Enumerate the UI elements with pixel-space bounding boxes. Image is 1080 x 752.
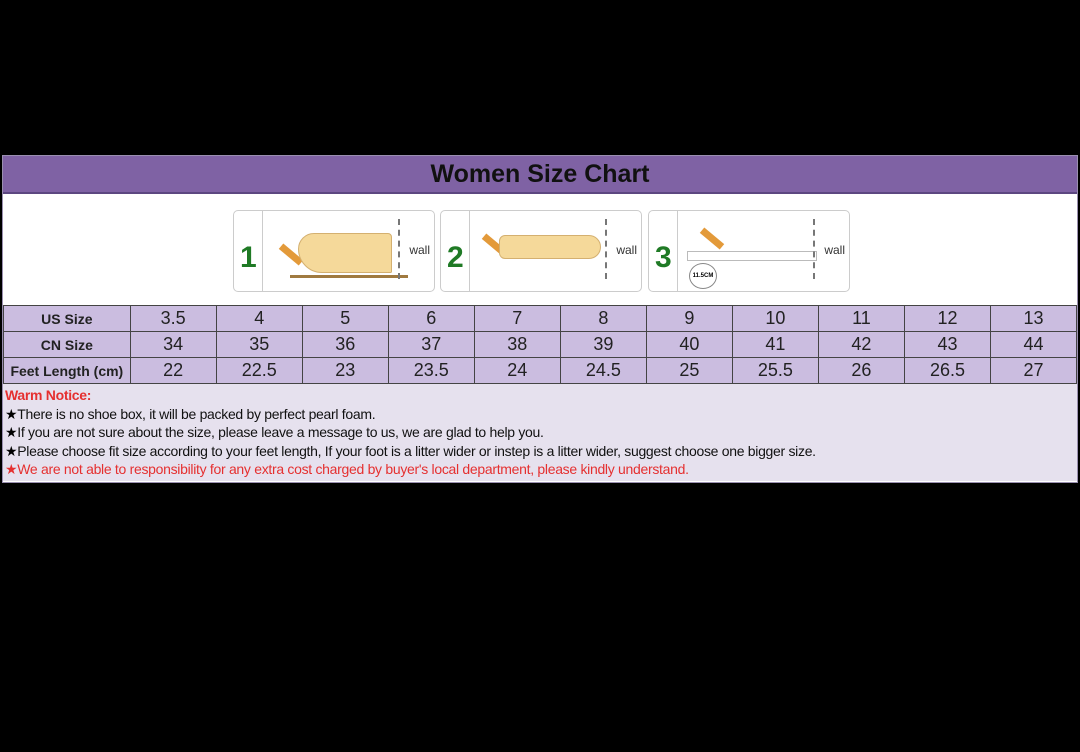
- size-cell: 25.5: [731, 357, 819, 384]
- wall-label: wall: [409, 243, 430, 257]
- step-1-illustration: 1 wall: [233, 210, 435, 292]
- size-cell: 11: [817, 305, 905, 332]
- size-cell: 39: [559, 331, 647, 358]
- notice-item: ★Please choose fit size according to you…: [5, 442, 1075, 461]
- warm-notice: Warm Notice: ★There is no shoe box, it w…: [3, 384, 1077, 481]
- size-cell: 9: [645, 305, 733, 332]
- size-cell: 24: [473, 357, 561, 384]
- notice-text: There is no shoe box, it will be packed …: [17, 405, 376, 422]
- size-cell: 7: [473, 305, 561, 332]
- size-chart: Women Size Chart 1 wall 2 wall 3 11.5CM …: [2, 155, 1078, 483]
- size-cell: 27: [990, 357, 1077, 384]
- star-icon: ★: [5, 461, 18, 477]
- size-cell: 24.5: [559, 357, 647, 384]
- size-cell: 34: [129, 331, 217, 358]
- star-icon: ★: [5, 424, 18, 440]
- table-row: Feet Length (cm) 22 22.5 23 23.5 24 24.5 25 25.5…: [3, 357, 1077, 384]
- size-cell: 6: [387, 305, 475, 332]
- size-cell: 5: [301, 305, 389, 332]
- chart-title: Women Size Chart: [3, 156, 1077, 194]
- size-cell: 23: [301, 357, 389, 384]
- foot-icon: [298, 233, 392, 273]
- size-cell: 10: [731, 305, 819, 332]
- size-table: US Size 3.5 4 5 6 7 8 9 10 11 12 13 CN Size 34 35 36 37 3…: [3, 305, 1077, 384]
- step-number: 1: [240, 241, 257, 274]
- step-number: 3: [655, 241, 672, 274]
- size-cell: 4: [215, 305, 303, 332]
- size-cell: 42: [817, 331, 905, 358]
- size-cell: 26.5: [903, 357, 992, 384]
- step-number: 2: [447, 241, 464, 274]
- notice-text: Please choose fit size according to your…: [17, 442, 816, 459]
- size-cell: 35: [215, 331, 303, 358]
- size-cell: 44: [990, 331, 1077, 358]
- wall-label: wall: [616, 243, 637, 257]
- size-cell: 25: [645, 357, 733, 384]
- pencil-icon: [699, 227, 725, 250]
- size-cell: 22: [129, 357, 217, 384]
- step-3-illustration: 3 11.5CM wall: [648, 210, 850, 292]
- size-cell: 36: [301, 331, 389, 358]
- star-icon: ★: [5, 405, 18, 422]
- notice-heading: Warm Notice:: [5, 387, 92, 403]
- notice-text: If you are not sure about the size, plea…: [17, 424, 544, 440]
- row-label: Feet Length (cm): [3, 357, 131, 384]
- star-icon: ★: [5, 442, 18, 459]
- size-cell: 40: [645, 331, 733, 358]
- row-label: CN Size: [3, 331, 131, 358]
- notice-text: We are not able to responsibility for an…: [17, 461, 689, 477]
- size-cell: 38: [473, 331, 561, 358]
- size-cell: 8: [559, 305, 647, 332]
- size-cell: 26: [817, 357, 905, 384]
- wall-label: wall: [824, 243, 845, 257]
- size-cell: 3.5: [129, 305, 217, 332]
- step-2-illustration: 2 wall: [440, 210, 642, 292]
- ruler-icon: [687, 251, 817, 261]
- measuring-steps: 1 wall 2 wall 3 11.5CM wall: [3, 194, 1077, 305]
- size-cell: 13: [990, 305, 1077, 332]
- size-cell: 43: [903, 331, 992, 358]
- table-row: US Size 3.5 4 5 6 7 8 9 10 11 12 13: [3, 305, 1077, 332]
- foot-icon: [499, 235, 601, 259]
- size-cell: 23.5: [387, 357, 475, 384]
- size-cell: 22.5: [215, 357, 303, 384]
- size-cell: 41: [731, 331, 819, 358]
- row-label: US Size: [3, 305, 131, 332]
- size-cell: 37: [387, 331, 475, 358]
- size-cell: 12: [903, 305, 992, 332]
- notice-item: ★We are not able to responsibility for a…: [5, 460, 1075, 479]
- measure-label: 11.5CM: [689, 263, 717, 289]
- notice-item: ★If you are not sure about the size, ple…: [5, 423, 1075, 442]
- notice-item: ★There is no shoe box, it will be packed…: [5, 405, 1075, 424]
- table-row: CN Size 34 35 36 37 38 39 40 41 42 43 44: [3, 331, 1077, 358]
